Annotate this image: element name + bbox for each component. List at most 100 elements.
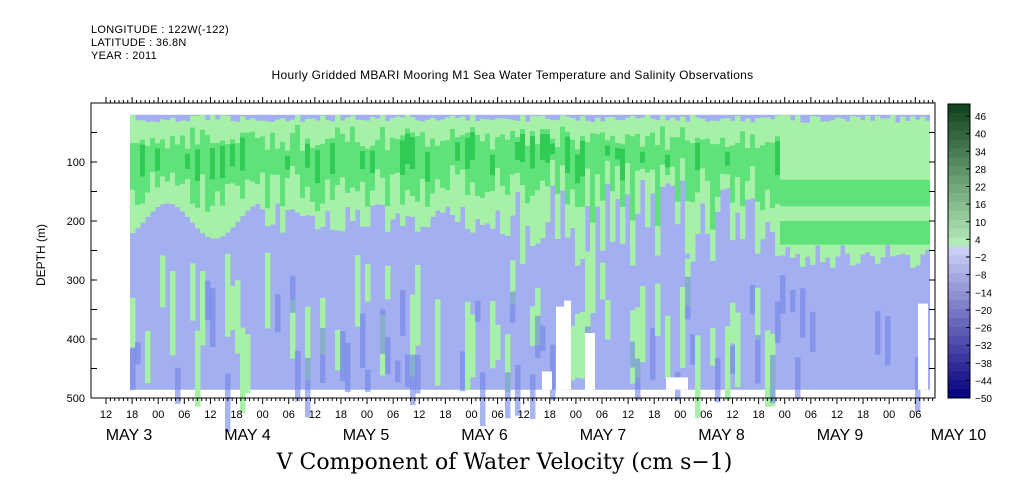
field-cell [575, 154, 581, 184]
field-cell [365, 148, 371, 207]
field-cell [750, 134, 756, 167]
x-hour-tick-label: 18 [544, 409, 556, 421]
field-cell [360, 151, 366, 169]
field-cell [415, 136, 421, 202]
field-cell [705, 138, 711, 182]
field-cell [490, 154, 496, 176]
field-cell [165, 148, 171, 182]
field-cell [325, 138, 331, 180]
colorbar-segment [948, 273, 970, 283]
x-hour-tick-label: 00 [570, 409, 582, 421]
colorbar-segment [948, 237, 970, 248]
y-tick-label: 300 [67, 275, 85, 287]
field-cell [155, 148, 161, 171]
field-cell [515, 364, 521, 416]
field-cell [650, 327, 656, 381]
field-cell [915, 356, 921, 412]
x-hour-tick-label: 18 [335, 409, 347, 421]
field-cell [635, 307, 641, 379]
colorbar-segment [948, 246, 970, 256]
field-cell [265, 149, 271, 209]
field-cell [335, 329, 341, 371]
field-cell [855, 179, 861, 207]
field-cell [590, 133, 596, 223]
field-cell [545, 134, 551, 163]
colorbar-segment [948, 326, 970, 337]
field-cell [225, 253, 231, 337]
field-cell [245, 132, 251, 180]
field-cell [345, 141, 351, 193]
field-cell [680, 127, 686, 159]
field-cell [885, 179, 891, 207]
field-cell [390, 137, 396, 175]
field-cell [810, 311, 816, 352]
field-cell [385, 150, 391, 207]
x-hour-tick-label: 18 [230, 409, 242, 421]
field-cell [160, 139, 166, 177]
field-cell [295, 124, 301, 175]
field-cell [320, 297, 326, 355]
field-cell [765, 142, 771, 190]
colorbar-segment [948, 202, 970, 212]
velocity-field [130, 114, 935, 432]
y-tick-label: 200 [67, 216, 85, 228]
field-cell [530, 374, 536, 419]
colorbar-segment [948, 264, 970, 274]
field-cell [360, 313, 366, 368]
field-cell [265, 252, 271, 329]
field-cell [510, 260, 516, 305]
field-cell [505, 334, 511, 392]
x-hour-tick-label: 00 [361, 409, 373, 421]
field-cell [735, 142, 741, 177]
field-cell [495, 137, 501, 168]
x-day-label: MAY 10 [931, 427, 987, 444]
field-cell [640, 286, 646, 363]
field-cell [885, 316, 891, 366]
colorbar-segment [948, 130, 970, 141]
field-cell [425, 151, 431, 182]
x-hour-tick-label: 00 [152, 409, 164, 421]
field-cell [145, 145, 151, 193]
field-cell [715, 144, 721, 197]
field-cell [650, 132, 656, 170]
colorbar-segment [948, 193, 970, 203]
colorbar-label: −26 [975, 324, 992, 335]
field-cell [895, 179, 901, 207]
field-cell [280, 141, 286, 207]
field-cell [510, 291, 516, 323]
field-cell [880, 221, 886, 245]
field-cell [850, 221, 856, 245]
field-cell [740, 131, 746, 207]
field-cell [810, 179, 816, 207]
colorbar-segment [948, 148, 970, 158]
field-cell [185, 153, 191, 169]
field-cell [825, 179, 831, 207]
field-cell [905, 221, 911, 245]
x-day-label: MAY 9 [817, 427, 864, 444]
field-cell [775, 301, 781, 343]
field-cell [560, 126, 566, 166]
x-day-label: MAY 3 [106, 427, 153, 444]
field-cell [865, 221, 871, 245]
field-cell [200, 270, 206, 346]
field-cell [790, 290, 796, 313]
colorbar-label: 22 [975, 183, 987, 194]
field-cell [130, 348, 136, 391]
x-hour-tick-label: 06 [178, 409, 190, 421]
field-cell [635, 358, 641, 401]
field-cell [135, 142, 141, 205]
field-cell [835, 221, 841, 245]
field-cell [320, 143, 326, 204]
field-cell [830, 179, 836, 207]
colorbar: 46 40 34 28 22 16 10 4 −2 −8 −14 −20 −26 −32 −38 −44 −50 [947, 103, 992, 405]
field-cell [395, 139, 401, 173]
field-cell [715, 357, 721, 403]
field-cell [840, 221, 846, 245]
x-hour-tick-label: 00 [674, 409, 686, 421]
field-cell [400, 290, 406, 336]
field-cell [800, 179, 806, 207]
colorbar-segment [948, 371, 970, 381]
colorbar-segment [948, 184, 970, 194]
field-cell [275, 148, 281, 175]
field-cell [480, 141, 486, 198]
